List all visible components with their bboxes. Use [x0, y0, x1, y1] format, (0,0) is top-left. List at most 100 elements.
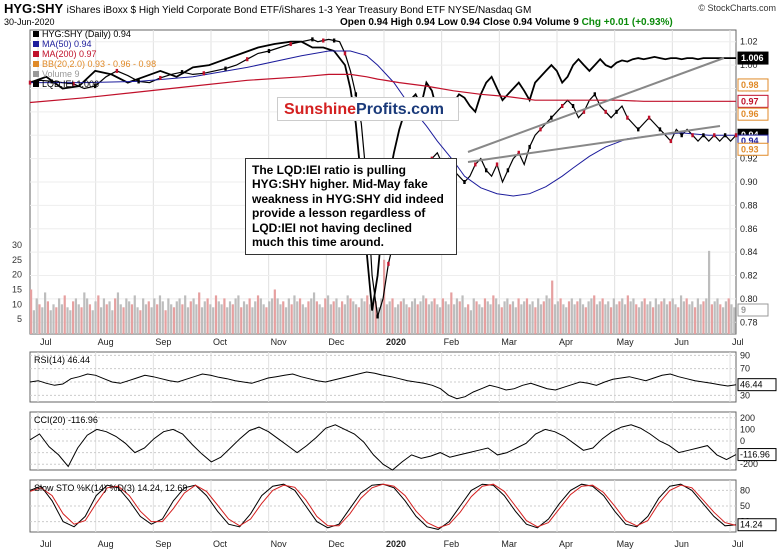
legend-label: BB(20,2.0) 0.93 - 0.96 - 0.98: [42, 59, 156, 69]
volume-bar: [436, 304, 439, 334]
price-candle: [137, 79, 140, 84]
x-tick-label-bottom: May: [617, 539, 635, 549]
volume-bar: [450, 292, 453, 334]
volume-bar: [363, 301, 366, 334]
volume-bar: [240, 307, 243, 334]
price-candle: [311, 37, 314, 42]
panel-frame-1: [29, 351, 737, 403]
volume-bar: [632, 298, 635, 334]
volume-bar: [181, 304, 184, 334]
volume-bar: [679, 295, 683, 334]
indicator-line-cci-20-: [29, 424, 737, 471]
volume-bar: [35, 298, 38, 334]
volume-bar: [716, 298, 719, 334]
price-candle: [202, 71, 205, 76]
volume-bar: [590, 298, 593, 334]
volume-bar: [237, 295, 240, 334]
indicator-tick-label: 50: [740, 501, 750, 511]
volume-bar: [340, 301, 344, 334]
price-candle: [322, 38, 325, 43]
volume-bar: [542, 301, 545, 334]
volume-bar: [567, 301, 571, 334]
volume-bar: [399, 301, 403, 334]
volume-bar: [444, 301, 447, 334]
volume-bar: [268, 301, 271, 334]
legend-swatch: [33, 31, 39, 37]
indicator-value-badge: [737, 448, 777, 462]
volume-bar: [492, 295, 495, 334]
volume-bar: [66, 307, 69, 334]
watermark-logo: SunshineProfits.com: [277, 97, 459, 121]
x-tick-label: Aug: [98, 337, 114, 347]
price-candle: [723, 133, 727, 138]
price-candle: [626, 115, 629, 120]
volume-bar: [584, 307, 587, 334]
x-tick-label-bottom: Mar: [501, 539, 517, 549]
volume-bar: [447, 304, 450, 334]
volume-bar: [298, 298, 302, 334]
volume-bar: [366, 295, 369, 334]
volume-bar: [607, 301, 610, 334]
volume-bar: [394, 307, 397, 334]
volume-bar: [209, 304, 212, 334]
volume-bar: [693, 307, 697, 334]
volume-bar: [326, 295, 330, 334]
price-badge-label: 0.98: [741, 80, 759, 90]
volume-bar: [189, 301, 192, 334]
volume-bar: [612, 298, 615, 334]
volume-bar: [514, 307, 517, 334]
x-tick-label: Dec: [328, 337, 345, 347]
volume-bar: [674, 304, 677, 334]
volume-bar: [497, 304, 501, 334]
volume-bar: [595, 304, 599, 334]
annotation-box: The LQD:IEI ratio is pulling HYG:SHY hig…: [245, 158, 457, 255]
indicator-title: RSI(14) 46.44: [34, 355, 90, 365]
price-candle: [647, 115, 651, 120]
series-line-lqd-iei: [29, 40, 736, 311]
trendline-lower: [467, 125, 721, 163]
volume-bar: [528, 304, 531, 334]
volume-bar: [186, 307, 190, 334]
volume-bar: [682, 301, 685, 334]
price-candle: [713, 133, 716, 138]
volume-bar: [293, 295, 296, 334]
legend-label: Volume 9: [42, 69, 80, 79]
volume-bar: [307, 301, 310, 334]
volume-bar: [601, 298, 604, 334]
volume-bar: [615, 304, 618, 334]
volume-bar: [733, 307, 736, 334]
price-candle: [734, 133, 738, 138]
volume-bar: [461, 295, 464, 334]
y-tick-label: 0.86: [740, 224, 758, 234]
volume-bar: [411, 301, 414, 334]
price-badge: [737, 303, 769, 317]
symbol-description: iShares iBoxx $ High Yield Corporate Bon…: [66, 5, 532, 16]
x-tick-label: Jul: [40, 337, 52, 347]
price-candle: [506, 168, 510, 173]
volume-bar: [349, 298, 352, 334]
volume-bar: [699, 304, 702, 334]
volume-bar: [688, 304, 691, 334]
trendline-upper: [467, 57, 725, 153]
volume-bar: [368, 304, 372, 334]
x-tick-label: Nov: [271, 337, 288, 347]
price-candle: [246, 57, 249, 62]
volume-bar: [623, 304, 627, 334]
volume-bar: [472, 298, 475, 334]
indicator-tick-label: 80: [740, 485, 750, 495]
price-candle: [517, 150, 520, 155]
volume-bar: [537, 298, 540, 334]
volume-bar: [332, 301, 335, 334]
volume-bar: [570, 298, 573, 334]
price-candle: [50, 79, 53, 84]
volume-bar: [483, 298, 487, 334]
volume-bar: [646, 304, 649, 334]
volume-bar: [147, 301, 150, 334]
volume-bar: [506, 298, 509, 334]
volume-bar: [441, 298, 445, 334]
x-tick-label: Oct: [213, 337, 228, 347]
volume-tick-label: 20: [12, 270, 22, 280]
volume-bar: [433, 298, 436, 334]
price-candle: [495, 162, 499, 167]
